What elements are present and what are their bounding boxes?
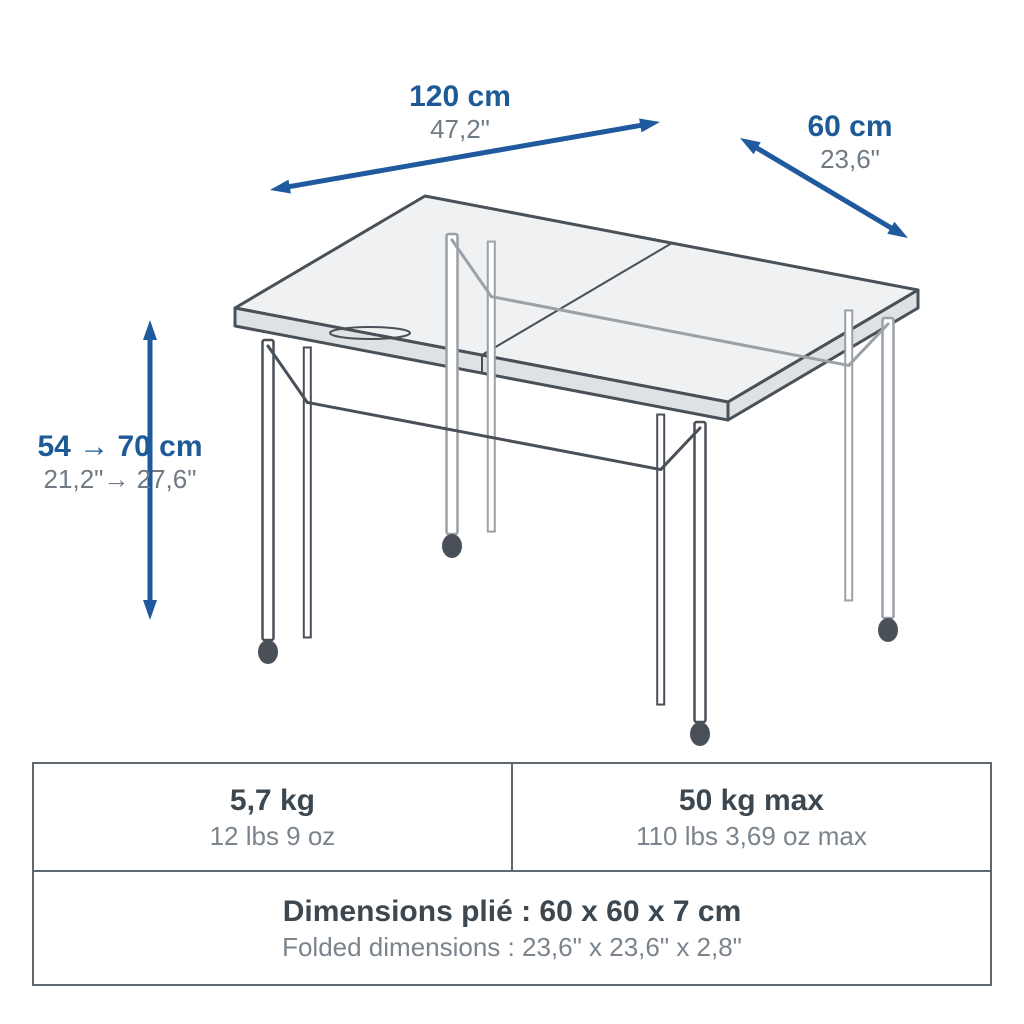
- spec-folded-main: Dimensions plié : 60 x 60 x 7 cm: [35, 892, 989, 931]
- spec-maxload-sub: 110 lbs 3,69 oz max: [514, 820, 989, 854]
- dimension-height-label: 54 → 70 cm 21,2"→ 27,6": [10, 430, 230, 494]
- spec-weight-sub: 12 lbs 9 oz: [35, 820, 510, 854]
- spec-row-2: Dimensions plié : 60 x 60 x 7 cm Folded …: [33, 871, 991, 985]
- spec-maxload-main: 50 kg max: [514, 781, 989, 820]
- dimension-height-metric: 54 → 70 cm: [10, 430, 230, 465]
- spec-cell-folded: Dimensions plié : 60 x 60 x 7 cm Folded …: [33, 871, 991, 985]
- spec-folded-sub: Folded dimensions : 23,6" x 23,6" x 2,8": [35, 931, 989, 965]
- spec-table: 5,7 kg 12 lbs 9 oz 50 kg max 110 lbs 3,6…: [32, 762, 992, 986]
- spec-row-1: 5,7 kg 12 lbs 9 oz 50 kg max 110 lbs 3,6…: [33, 763, 991, 871]
- dimension-length-metric: 120 cm: [360, 80, 560, 115]
- dimension-width-label: 60 cm 23,6": [770, 110, 930, 174]
- dimension-width-metric: 60 cm: [770, 110, 930, 145]
- dimension-height-imperial: 21,2"→ 27,6": [10, 465, 230, 495]
- spec-weight-main: 5,7 kg: [35, 781, 510, 820]
- infographic-canvas: 120 cm 47,2" 60 cm 23,6" 54 → 70 cm 21,2…: [0, 0, 1024, 1024]
- spec-cell-maxload: 50 kg max 110 lbs 3,69 oz max: [512, 763, 991, 871]
- dimension-length-imperial: 47,2": [360, 115, 560, 145]
- dimension-width-imperial: 23,6": [770, 145, 930, 175]
- dimension-length-label: 120 cm 47,2": [360, 80, 560, 144]
- spec-cell-weight: 5,7 kg 12 lbs 9 oz: [33, 763, 512, 871]
